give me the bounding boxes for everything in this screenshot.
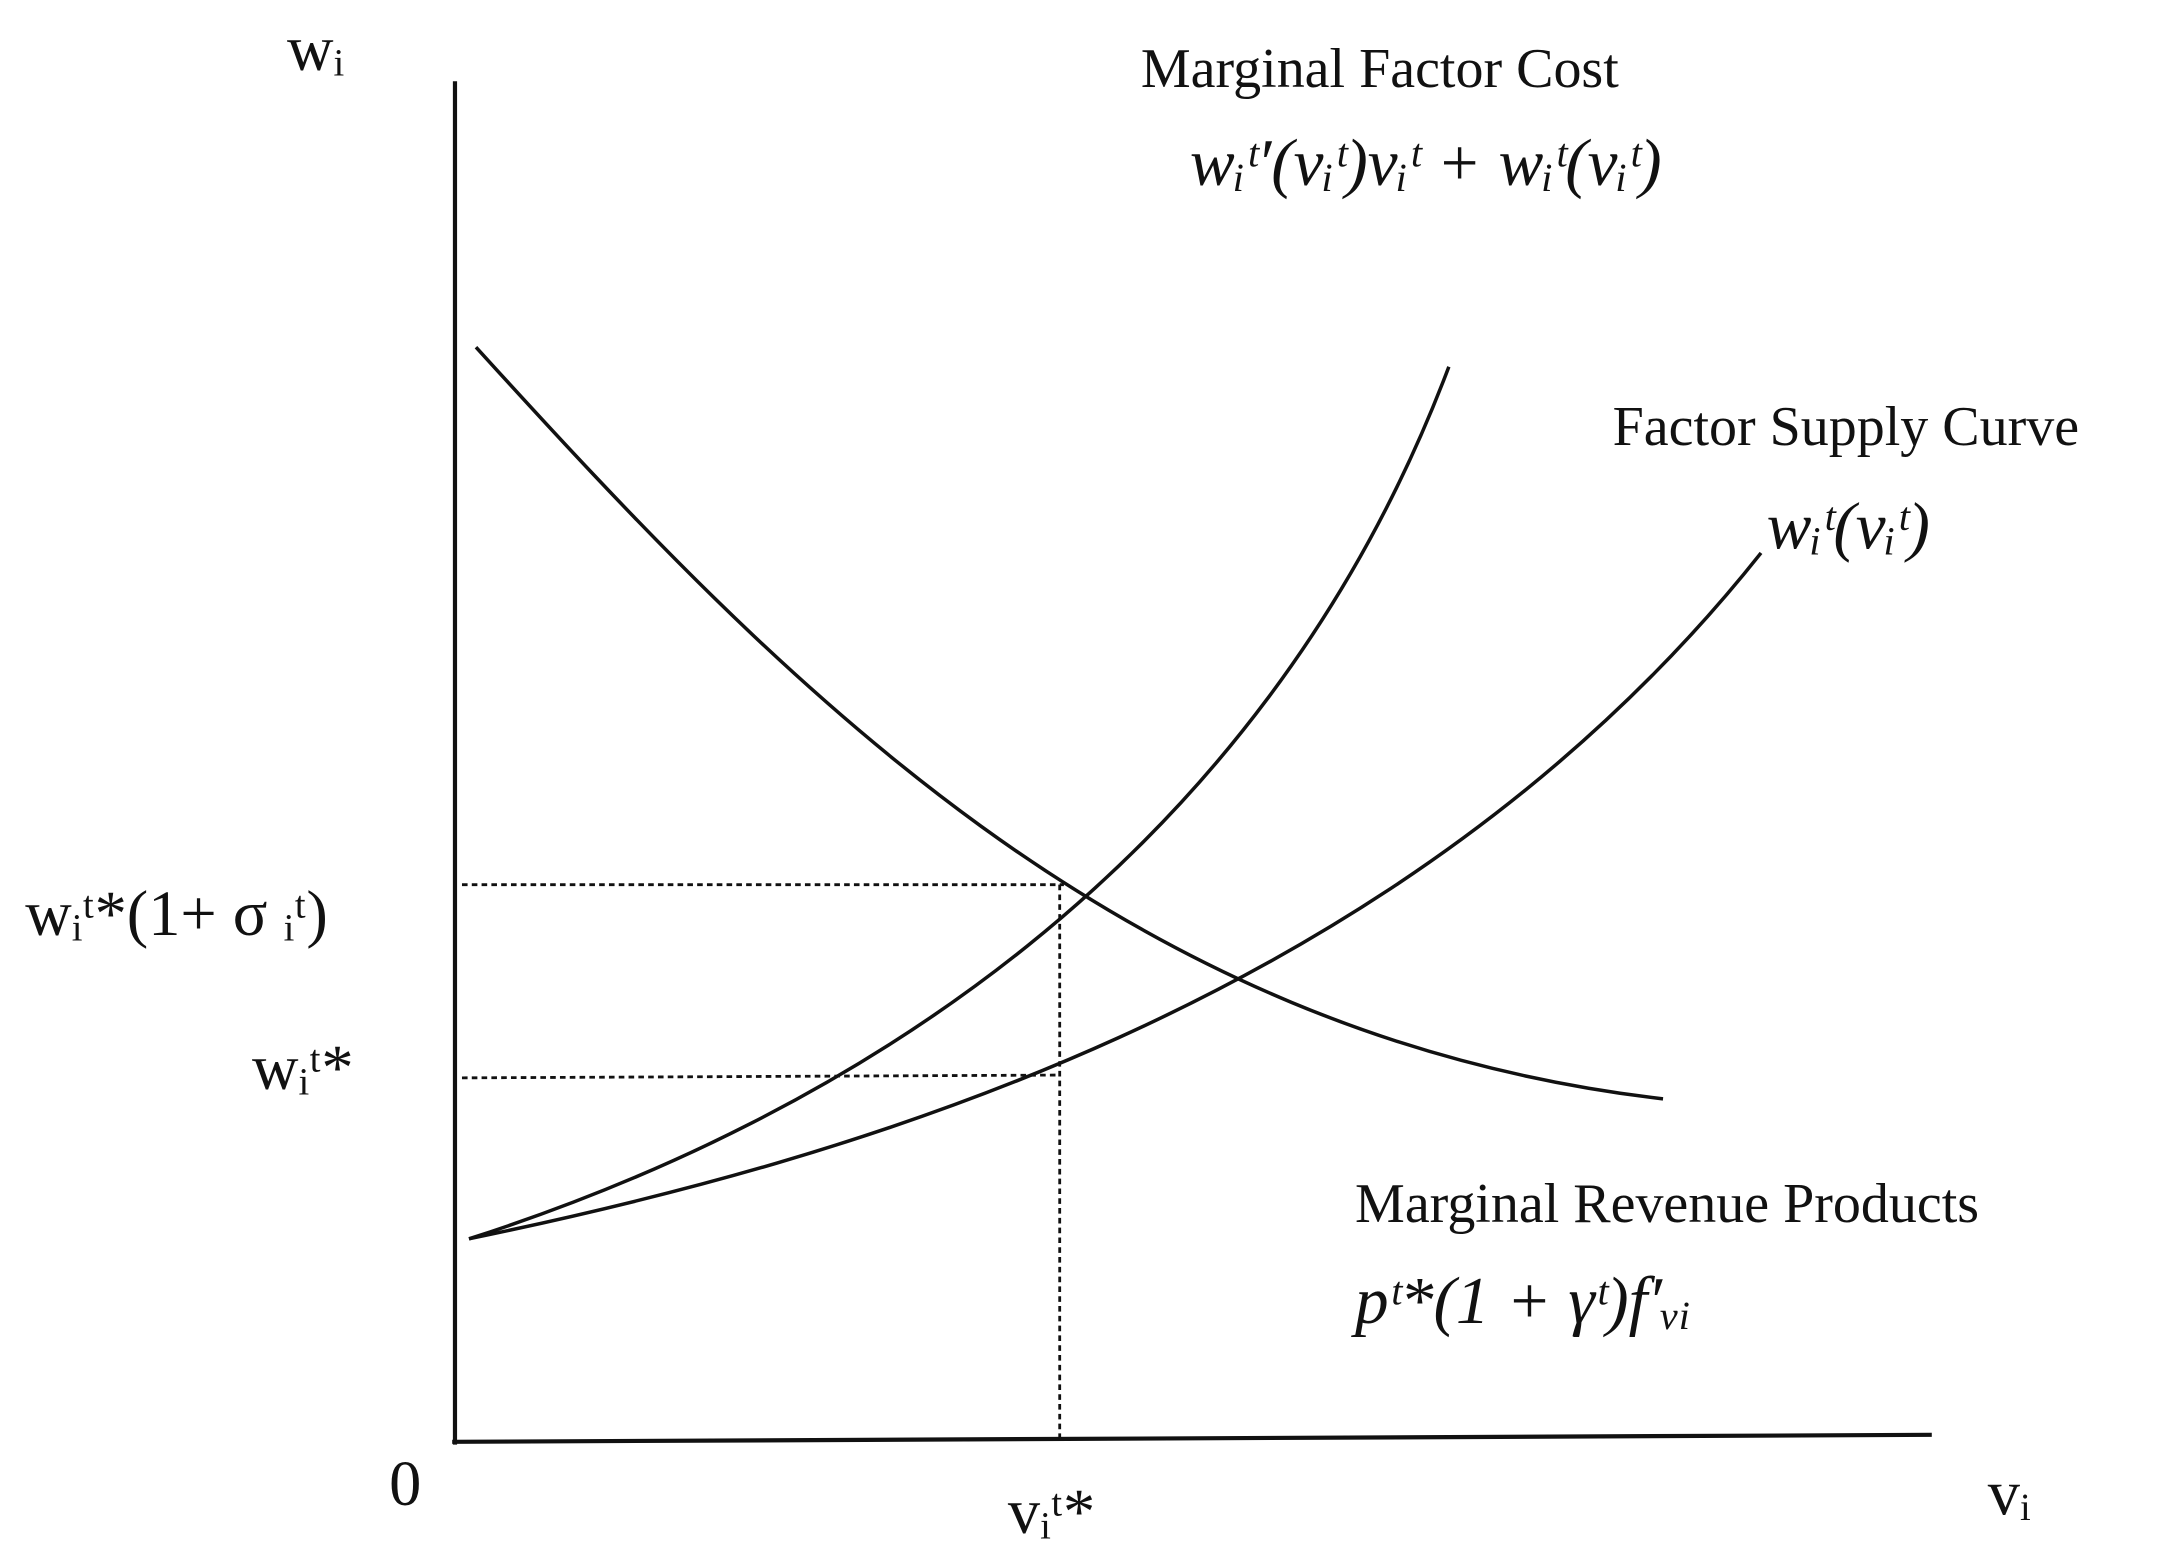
curve-formula: pᵗ*(1 + γᵗ)f′ᵥᵢ xyxy=(1351,1263,1691,1338)
curve-name: Marginal Revenue Products xyxy=(1355,1173,1979,1235)
curve-name: Marginal Factor Cost xyxy=(1141,38,1619,100)
level-label: wᵢᵗ* xyxy=(252,1032,354,1103)
y-label: wᵢ xyxy=(287,13,344,84)
curve-formula: wᵢᵗ(vᵢᵗ) xyxy=(1767,489,1930,564)
x-axis xyxy=(452,1432,1932,1444)
curve-name: Factor Supply Curve xyxy=(1613,396,2080,458)
mrp-curve xyxy=(474,345,1664,1101)
quantity-label: vᵢᵗ* xyxy=(1008,1476,1095,1547)
supply-curve xyxy=(468,551,1763,1241)
curve-formula: wᵢᵗ′(vᵢᵗ)vᵢᵗ + wᵢᵗ(vᵢᵗ) xyxy=(1190,125,1662,200)
x-label: vᵢ xyxy=(1988,1458,2031,1529)
origin-label: 0 xyxy=(389,1448,421,1519)
level-label: wᵢᵗ*(1+ σ ᵢᵗ) xyxy=(25,878,328,949)
lower-guide xyxy=(461,1073,1060,1080)
mfc-curve xyxy=(468,366,1451,1241)
